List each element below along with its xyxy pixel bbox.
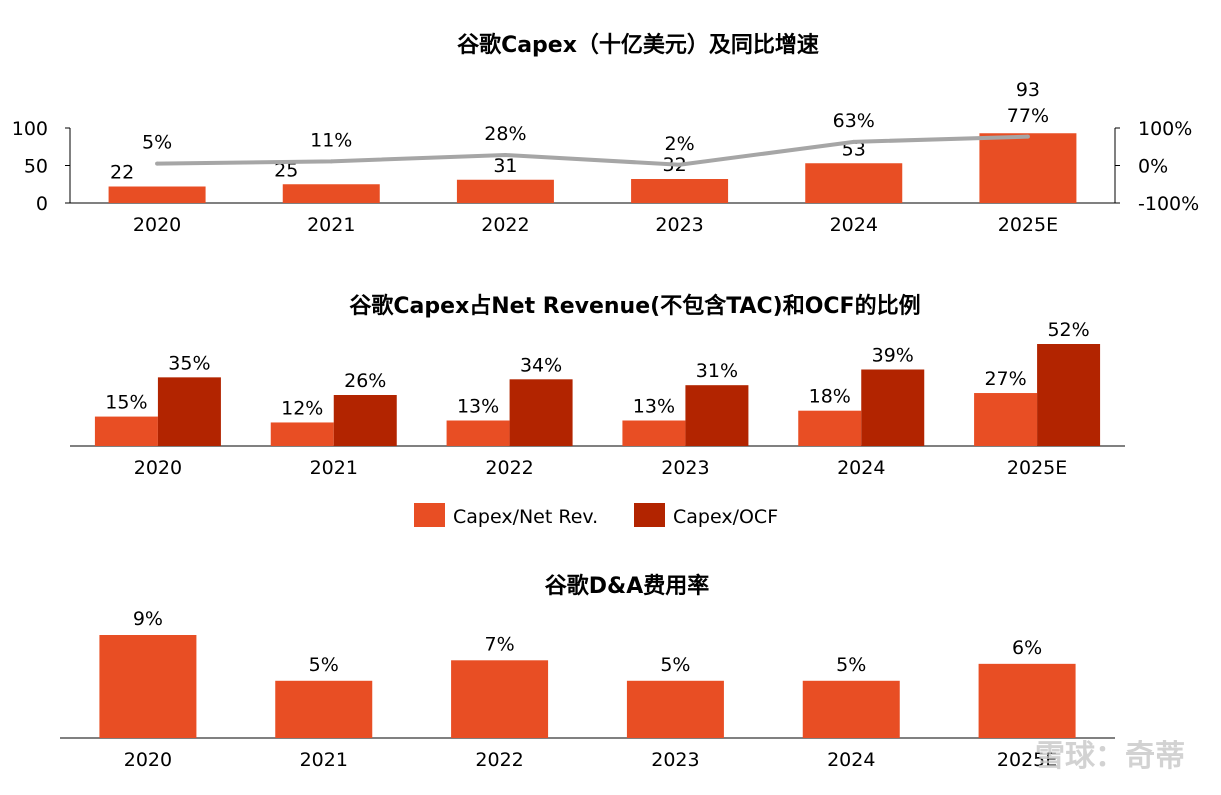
chart3-x-tick-label: 2023	[651, 749, 699, 771]
chart1-growth-label: 11%	[310, 129, 352, 151]
watermark-text: 雪球：奇蒂	[1035, 739, 1185, 774]
chart2-legend-swatch-ocf	[634, 503, 665, 527]
chart1-bar	[631, 179, 729, 203]
chart1-y-right-tick-label: 100%	[1138, 118, 1192, 140]
chart2-bar-label: 34%	[520, 354, 562, 376]
chart3-x-tick-label: 2024	[827, 749, 875, 771]
chart2-bar-net-rev	[270, 422, 334, 446]
chart1-x-tick-label: 2021	[307, 214, 355, 236]
chart2-bar-ocf	[1037, 344, 1101, 446]
chart1-growth-label: 63%	[833, 110, 875, 132]
chart3-bar-label: 6%	[1012, 637, 1042, 659]
chart1-y-left-tick-label: 100	[12, 118, 48, 140]
chart1-growth-label: 2%	[665, 133, 695, 155]
chart3-bar	[978, 663, 1076, 738]
chart3-bar-label: 7%	[485, 633, 515, 655]
chart3-bar	[802, 680, 900, 738]
chart1-x-tick-label: 2025E	[998, 214, 1058, 236]
chart3-bar	[99, 635, 197, 738]
chart1-bar	[456, 179, 554, 203]
chart1-x-tick-label: 2020	[133, 214, 181, 236]
chart1-bar	[979, 133, 1077, 203]
chart2-bar-ocf	[861, 369, 925, 446]
chart2-bar-label: 12%	[281, 397, 323, 419]
chart2-bar-label: 26%	[344, 370, 386, 392]
chart2-legend-label-ocf: Capex/OCF	[673, 506, 778, 528]
chart3-x-tick-label: 2025E	[997, 749, 1057, 771]
chart2-bar-ocf	[333, 395, 397, 446]
chart1-y-right-tick-label: 0%	[1138, 156, 1168, 178]
chart1-growth-point	[677, 162, 682, 167]
chart1-bar-label: 25	[274, 159, 298, 181]
chart2-x-tick-label: 2020	[134, 457, 182, 479]
chart1-growth-point	[329, 159, 334, 164]
chart2-bar-net-rev	[974, 393, 1038, 446]
chart3-x-tick-label: 2022	[475, 749, 523, 771]
chart1-y-left-tick-label: 50	[24, 156, 48, 178]
chart2-bar-net-rev	[94, 416, 158, 446]
chart2-bar-ocf	[685, 385, 749, 446]
chart2-bar-label: 18%	[809, 386, 851, 408]
chart2-x-tick-label: 2022	[485, 457, 533, 479]
chart2-title: 谷歌Capex占Net Revenue(不包含TAC)和OCF的比例	[349, 293, 920, 319]
chart2-bar-label: 39%	[872, 345, 914, 367]
chart1-growth-point	[155, 161, 160, 166]
chart2-legend-label-net-rev: Capex/Net Rev.	[453, 506, 598, 528]
chart1-bar-label: 31	[493, 155, 517, 177]
chart2-bar-label: 31%	[696, 360, 738, 382]
chart1-bar	[805, 163, 903, 203]
chart3-bar-label: 9%	[133, 608, 163, 630]
chart3-bar-label: 5%	[836, 654, 866, 676]
chart1-x-tick-label: 2024	[830, 214, 878, 236]
chart1-bar-label: 93	[1016, 79, 1040, 101]
chart1-growth-point	[503, 153, 508, 157]
chart1-growth-line	[157, 134, 1028, 167]
chart2-bar-net-rev	[622, 420, 686, 446]
chart3-x-tick-label: 2020	[124, 749, 172, 771]
chart1-bar	[282, 184, 380, 203]
chart3-bar-label: 5%	[660, 654, 690, 676]
chart1-x-tick-label: 2023	[655, 214, 703, 236]
chart1-growth-label: 5%	[142, 132, 172, 154]
chart2-bar-ocf	[157, 377, 221, 446]
chart2-bar-label: 52%	[1047, 319, 1089, 341]
chart3-title: 谷歌D&A费用率	[545, 573, 709, 599]
chart2-x-tick-label: 2021	[310, 457, 358, 479]
chart1-growth-label: 77%	[1007, 105, 1049, 127]
chart1-title: 谷歌Capex（十亿美元）及同比增速	[457, 32, 819, 58]
chart2-bar-label: 13%	[633, 396, 675, 418]
chart2-bar-ocf	[509, 379, 573, 446]
chart3-bar	[275, 680, 373, 738]
chart1-growth-point	[1025, 134, 1030, 139]
chart2-x-tick-label: 2024	[837, 457, 885, 479]
chart1-y-left-tick-label: 0	[36, 193, 48, 215]
chart2-bar-net-rev	[798, 410, 862, 446]
chart3-bar	[626, 680, 724, 738]
chart1-x-tick-label: 2022	[481, 214, 529, 236]
chart2-bar-label: 27%	[984, 368, 1026, 390]
chart2-x-tick-label: 2023	[661, 457, 709, 479]
chart2-bar-net-rev	[446, 420, 510, 446]
chart3-bar	[451, 660, 549, 738]
chart1-bar	[108, 186, 206, 203]
chart1-bar-label: 22	[110, 162, 134, 184]
chart2-bar-label: 35%	[168, 352, 210, 374]
chart3-bar-label: 5%	[309, 654, 339, 676]
chart2-bar-label: 15%	[105, 392, 147, 414]
chart2-x-tick-label: 2025E	[1007, 457, 1067, 479]
chart1-growth-label: 28%	[484, 123, 526, 145]
chart2-legend-swatch-net-rev	[414, 503, 445, 527]
chart1-growth-point	[851, 139, 856, 144]
chart3-x-tick-label: 2021	[300, 749, 348, 771]
chart1-y-right-tick-label: -100%	[1138, 193, 1199, 215]
chart2-bar-label: 13%	[457, 396, 499, 418]
